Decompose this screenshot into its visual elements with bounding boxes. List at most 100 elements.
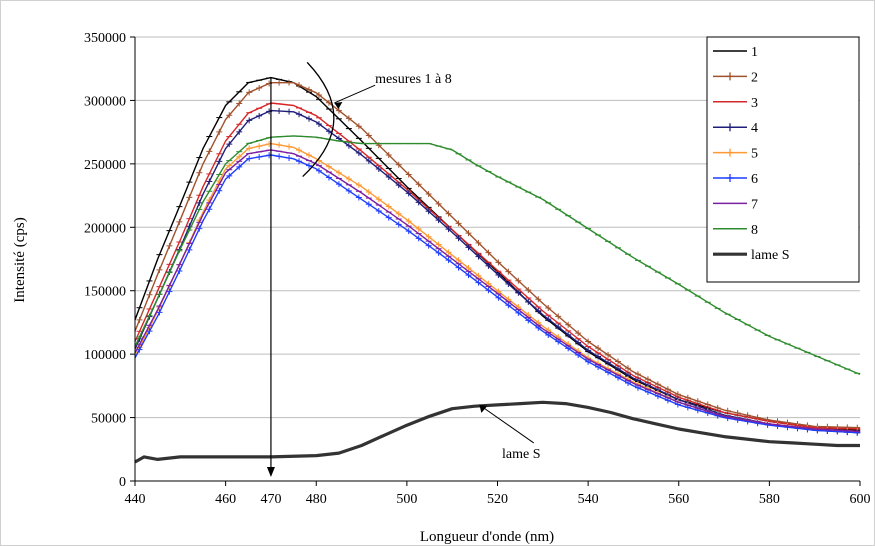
marker-6 xyxy=(465,272,472,279)
marker-6 xyxy=(196,225,203,232)
marker-2 xyxy=(395,161,402,168)
marker-5 xyxy=(325,163,332,170)
x-tick-label: 500 xyxy=(396,492,417,507)
marker-6 xyxy=(375,207,382,214)
marker-6 xyxy=(286,155,293,162)
marker-6 xyxy=(425,242,432,249)
annotations: 470 mesures 1 à 8 lame S xyxy=(260,61,541,507)
marker-4 xyxy=(495,272,502,279)
marker-2 xyxy=(435,200,442,207)
marker-4 xyxy=(365,157,372,164)
marker-6 xyxy=(485,287,492,294)
marker-6 xyxy=(435,249,442,256)
marker-5 xyxy=(256,143,263,150)
marker-5 xyxy=(375,196,382,203)
marker-2 xyxy=(176,218,183,225)
marker-2 xyxy=(555,313,562,320)
marker-6 xyxy=(306,162,312,169)
marker-arrow-head xyxy=(266,467,275,477)
y-axis-title: Intensité (cps) xyxy=(12,217,28,302)
marker-6 xyxy=(844,429,851,436)
marker-6 xyxy=(256,153,263,160)
marker-2 xyxy=(644,376,651,383)
marker-5 xyxy=(435,241,442,248)
marker-4 xyxy=(575,339,582,346)
marker-2 xyxy=(615,358,622,365)
marker-4 xyxy=(445,226,452,233)
marker-6 xyxy=(246,155,253,162)
marker-5 xyxy=(475,272,482,279)
marker-2 xyxy=(315,91,322,98)
marker-6 xyxy=(156,309,163,316)
marker-5 xyxy=(415,225,422,232)
legend-label-5: 5 xyxy=(751,147,758,162)
marker-2 xyxy=(156,266,163,273)
marker-4 xyxy=(256,112,263,119)
marker-4 xyxy=(286,108,293,115)
marker-6 xyxy=(804,426,811,433)
marker-2 xyxy=(136,316,143,323)
marker-4 xyxy=(375,165,382,172)
series-markers-6 xyxy=(136,152,861,436)
x-tick-label: 540 xyxy=(578,492,599,507)
y-tick-label: 350000 xyxy=(84,31,126,46)
y-tick-label: 300000 xyxy=(84,94,126,109)
axes: 0500001000001500002000002500003000003500… xyxy=(84,31,871,507)
marker-4 xyxy=(525,298,532,305)
marker-6 xyxy=(405,228,412,235)
marker-6 xyxy=(335,181,342,188)
marker-2 xyxy=(565,321,572,328)
legend-label-6: 6 xyxy=(751,172,758,187)
marker-2 xyxy=(405,171,412,178)
marker-4 xyxy=(455,235,462,242)
marker-4 xyxy=(306,115,312,122)
legend-marker-4 xyxy=(726,123,734,132)
marker-2 xyxy=(206,148,213,155)
marker-4 xyxy=(405,190,412,197)
marker-2 xyxy=(296,82,303,89)
marker-6 xyxy=(296,158,303,165)
marker-2 xyxy=(146,291,153,298)
marker-6 xyxy=(834,428,841,435)
legend-label-1: 1 xyxy=(751,45,758,60)
legend-marker-6 xyxy=(726,174,734,182)
measures-pointer xyxy=(334,84,376,104)
marker-4 xyxy=(605,359,612,366)
marker-6 xyxy=(814,427,821,434)
marker-4 xyxy=(325,128,332,135)
legend-label-4: 4 xyxy=(751,121,758,136)
x-tick-label: 600 xyxy=(850,492,871,507)
marker-4 xyxy=(585,347,592,354)
marker-5 xyxy=(445,249,452,256)
y-tick-label: 150000 xyxy=(84,285,126,300)
marker-4 xyxy=(435,217,442,224)
marker-5 xyxy=(385,203,392,210)
marker-2 xyxy=(585,338,592,345)
marker-5 xyxy=(286,143,293,150)
marker-2 xyxy=(365,132,372,139)
legend: 1 2 3 4 5 6 7 8 lame S xyxy=(706,36,860,283)
marker-6 xyxy=(854,429,861,436)
marker-2 xyxy=(345,115,352,122)
lame-label: lame S xyxy=(502,447,541,462)
marker-4 xyxy=(315,120,322,127)
marker-4 xyxy=(296,111,303,118)
marker-6 xyxy=(794,425,801,432)
marker-5 xyxy=(355,182,362,189)
marker-6 xyxy=(395,221,402,228)
marker-5 xyxy=(306,152,312,159)
lame-pointer xyxy=(479,404,535,444)
marker-2 xyxy=(455,220,462,227)
measures-pointer-head xyxy=(334,101,343,109)
marker-6 xyxy=(325,174,332,181)
marker-2 xyxy=(236,100,243,107)
marker-2 xyxy=(306,86,312,93)
marker-6 xyxy=(415,235,422,242)
series-group xyxy=(134,76,861,464)
marker-2 xyxy=(246,89,253,96)
marker-2 xyxy=(625,365,631,372)
marker-2 xyxy=(485,249,492,256)
marker-2 xyxy=(445,210,452,217)
marker-2 xyxy=(495,259,502,266)
marker-2 xyxy=(605,351,612,358)
